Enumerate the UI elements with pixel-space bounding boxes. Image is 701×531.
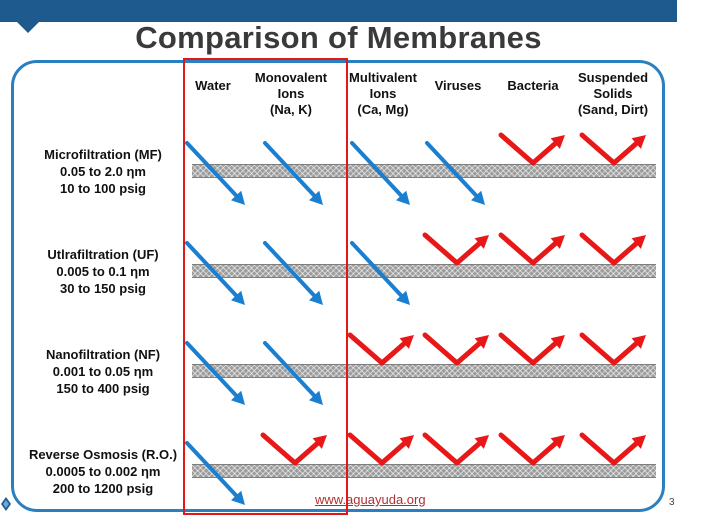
- reject-arrow-out: [611, 441, 639, 466]
- reject-arrow-head: [631, 135, 646, 149]
- reject-arrow-head: [631, 335, 646, 349]
- pass-arrow: [185, 141, 239, 198]
- reject-arrow-out: [379, 341, 407, 366]
- header-bar: [0, 0, 677, 22]
- reject-arrow-in: [498, 232, 536, 266]
- reject-arrow-in: [579, 132, 617, 166]
- page-number: 3: [669, 497, 675, 508]
- reject-arrow-out: [530, 241, 558, 266]
- reject-arrow-out: [454, 341, 482, 366]
- reject-arrow-in: [498, 332, 536, 366]
- reject-arrow-in: [422, 332, 460, 366]
- reject-arrow-in: [498, 132, 536, 166]
- column-header-monovalent-ions: Monovalent Ions (Na, K): [254, 70, 328, 117]
- reject-arrow-in: [579, 432, 617, 466]
- logo-icon: [1, 497, 11, 511]
- reject-arrow-out: [611, 341, 639, 366]
- row-label-reverse-osmosis: Reverse Osmosis (R.O.) 0.0005 to 0.002 ηm…: [28, 447, 178, 496]
- reject-arrow-head: [474, 335, 489, 349]
- column-header-suspended-solids: Suspended Solids (Sand, Dirt): [577, 70, 649, 117]
- pass-arrow-head: [231, 490, 245, 505]
- pass-arrow-head: [231, 190, 245, 205]
- column-header-multivalent-ions: Multivalent Ions (Ca, Mg): [349, 70, 417, 117]
- pass-arrow-head: [309, 190, 323, 205]
- pass-arrow: [350, 141, 404, 198]
- reject-arrow-out: [454, 441, 482, 466]
- reject-arrow-in: [260, 432, 298, 466]
- reject-arrow-head: [631, 435, 646, 449]
- row-label-ultrafiltration: Utlrafiltration (UF) 0.005 to 0.1 ηm 30 to…: [47, 247, 159, 296]
- column-header-bacteria: Bacteria: [507, 78, 559, 93]
- pass-arrow-head: [309, 390, 323, 405]
- membrane-microfiltration: [192, 164, 656, 178]
- slide-title: Comparison of Membranes: [135, 20, 542, 55]
- membrane-ultrafiltration: [192, 264, 656, 278]
- reject-arrow-out: [292, 441, 320, 466]
- pass-arrow-head: [471, 190, 485, 205]
- reject-arrow-head: [399, 335, 414, 349]
- header-notch: [17, 22, 39, 33]
- row-label-microfiltration: Microfiltration (MF) 0.05 to 2.0 ηm 10 to …: [44, 147, 162, 196]
- column-header-water: Water: [195, 78, 231, 93]
- reject-arrow-in: [579, 332, 617, 366]
- pass-arrow: [185, 441, 239, 498]
- reject-arrow-head: [474, 235, 489, 249]
- reject-arrow-out: [379, 441, 407, 466]
- pass-arrow: [263, 241, 317, 298]
- reject-arrow-head: [474, 435, 489, 449]
- reject-arrow-head: [631, 235, 646, 249]
- reject-arrow-out: [530, 441, 558, 466]
- pass-arrow: [263, 141, 317, 198]
- membrane-reverse-osmosis: [192, 464, 656, 478]
- reject-arrow-in: [498, 432, 536, 466]
- reject-arrow-head: [399, 435, 414, 449]
- source-link[interactable]: www.aguayuda.org: [315, 492, 426, 507]
- membrane-nanofiltration: [192, 364, 656, 378]
- pass-arrow: [350, 241, 404, 298]
- reject-arrow-in: [422, 232, 460, 266]
- reject-arrow-in: [347, 432, 385, 466]
- reject-arrow-head: [550, 335, 565, 349]
- water-and-monovalent-highlight-box: [183, 58, 348, 515]
- pass-arrow-head: [231, 390, 245, 405]
- reject-arrow-head: [550, 235, 565, 249]
- pass-arrow-head: [396, 190, 410, 205]
- reject-arrow-in: [579, 232, 617, 266]
- pass-arrow: [425, 141, 479, 198]
- reject-arrow-out: [454, 241, 482, 266]
- pass-arrow: [185, 241, 239, 298]
- pass-arrow: [263, 341, 317, 398]
- reject-arrow-head: [312, 435, 327, 449]
- column-header-viruses: Viruses: [434, 78, 482, 93]
- reject-arrow-out: [611, 141, 639, 166]
- diagram-panel: [11, 60, 665, 512]
- reject-arrow-in: [422, 432, 460, 466]
- reject-arrow-head: [550, 435, 565, 449]
- pass-arrow-head: [396, 290, 410, 305]
- reject-arrow-in: [347, 332, 385, 366]
- pass-arrow: [185, 341, 239, 398]
- reject-arrow-out: [611, 241, 639, 266]
- row-label-nanofiltration: Nanofiltration (NF) 0.001 to 0.05 ηm 150 t…: [45, 347, 161, 396]
- pass-arrow-head: [231, 290, 245, 305]
- pass-arrow-head: [309, 290, 323, 305]
- reject-arrow-head: [550, 135, 565, 149]
- reject-arrow-out: [530, 141, 558, 166]
- reject-arrow-out: [530, 341, 558, 366]
